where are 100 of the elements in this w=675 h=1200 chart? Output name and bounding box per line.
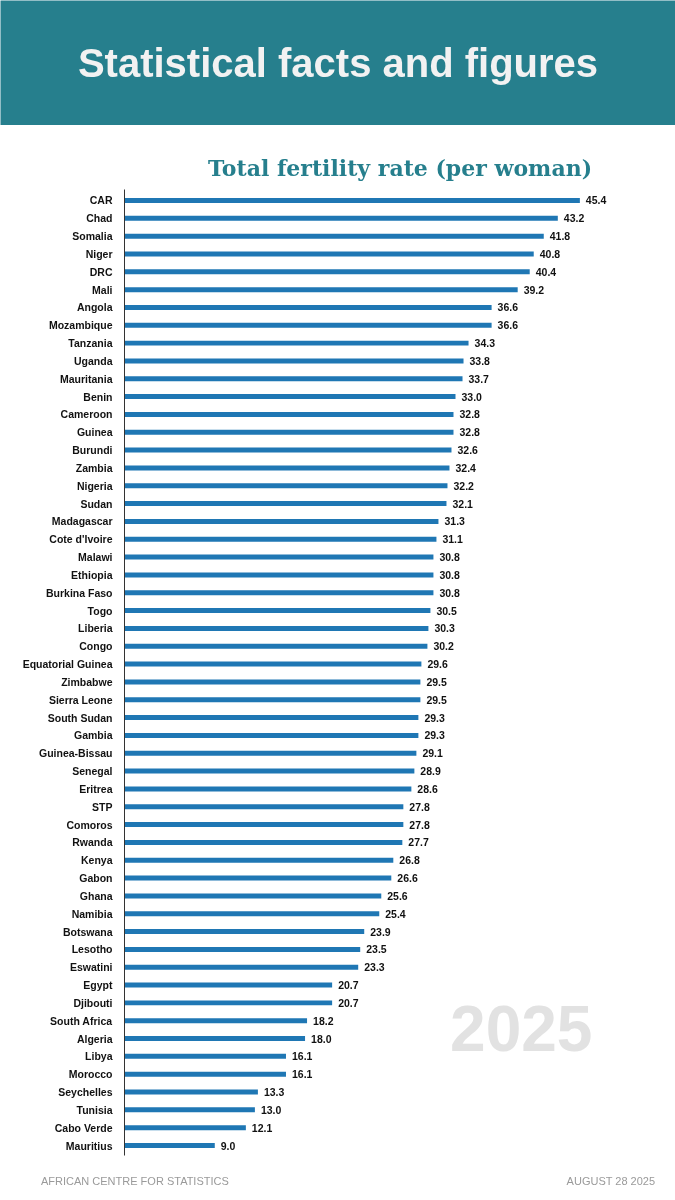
bar (124, 1053, 286, 1059)
y-tick-label: Comoros (66, 818, 113, 831)
bar (124, 376, 463, 382)
y-tick-label: Somalia (72, 230, 113, 243)
bar (124, 911, 380, 917)
data-label: 18.2 (313, 1014, 334, 1027)
bar (124, 394, 456, 400)
bar (124, 625, 429, 631)
data-label: 36.6 (497, 301, 519, 314)
bar (124, 643, 428, 649)
data-label: 23.9 (370, 925, 391, 938)
data-label: 16.1 (291, 1068, 313, 1081)
bar (124, 447, 452, 453)
data-label: 33.8 (469, 354, 491, 367)
y-tick-label: Guinea-Bissau (38, 747, 113, 760)
bar (124, 358, 464, 364)
data-label: 32.6 (457, 444, 479, 457)
y-tick-label: South Africa (50, 1014, 113, 1027)
bar (124, 483, 448, 489)
data-label: 33.7 (468, 372, 490, 385)
y-tick-label: Botswana (62, 925, 113, 938)
data-label: 34.3 (474, 337, 496, 350)
data-label: 16.1 (291, 1050, 313, 1063)
data-label: 32.8 (459, 426, 481, 439)
data-label: 33.0 (461, 390, 483, 403)
bar (124, 429, 454, 435)
y-tick-label: Cote d'Ivoire (49, 533, 113, 546)
data-label: 30.3 (434, 622, 456, 635)
y-tick-label: Nigeria (76, 479, 113, 492)
data-label: 12.1 (251, 1121, 273, 1134)
bar (124, 554, 434, 560)
y-tick-label: Sierra Leone (48, 693, 113, 706)
bar (124, 964, 359, 970)
bar (124, 215, 558, 221)
y-tick-label: South Sudan (47, 711, 113, 724)
bar (124, 1089, 258, 1095)
y-tick-label: Rwanda (72, 836, 113, 849)
data-label: 32.1 (452, 497, 474, 510)
bar (124, 197, 580, 203)
data-label: 29.5 (426, 675, 447, 688)
y-tick-label: Libya (85, 1050, 113, 1063)
bar (124, 929, 365, 935)
bar (124, 572, 434, 578)
bar (124, 822, 404, 828)
data-label: 30.8 (439, 586, 461, 599)
y-tick-label: Zimbabwe (61, 675, 113, 688)
data-label: 30.5 (436, 604, 458, 617)
bar (124, 679, 421, 685)
bar (124, 590, 434, 596)
data-label: 26.8 (399, 854, 420, 867)
y-tick-label: Congo (79, 640, 113, 653)
y-tick-label: Lesotho (71, 943, 113, 956)
y-tick-label: Algeria (76, 1032, 113, 1045)
y-tick-label: Eswatini (69, 961, 113, 974)
data-label: 31.3 (444, 515, 466, 528)
data-label: 39.2 (523, 283, 545, 296)
bar (124, 501, 447, 507)
data-label: 36.6 (497, 319, 519, 332)
text: AFRICAN CENTRE FOR STATISTICS (41, 1174, 229, 1187)
data-label: 23.3 (364, 961, 385, 974)
bar (124, 1125, 246, 1131)
data-label: 28.9 (420, 765, 441, 778)
data-label: 28.6 (417, 782, 438, 795)
y-tick-label: Gambia (73, 729, 113, 742)
y-tick-label: Niger (85, 247, 113, 260)
y-tick-label: Equatorial Guinea (22, 658, 113, 671)
y-tick-label: Malawi (78, 551, 113, 564)
data-label: 29.5 (426, 693, 447, 706)
bar (124, 465, 450, 471)
data-label: 27.7 (408, 836, 429, 849)
data-label: 32.8 (459, 408, 481, 421)
data-label: 32.2 (453, 479, 475, 492)
data-label: 29.3 (424, 729, 445, 742)
y-tick-label: Cameroon (60, 408, 113, 421)
y-tick-label: Mauritius (65, 1139, 113, 1152)
data-label: 13.3 (263, 1086, 285, 1099)
y-tick-label: Mozambique (48, 319, 113, 332)
bar (124, 1036, 306, 1042)
bar (124, 251, 534, 257)
data-label: 26.6 (397, 872, 418, 885)
y-tick-label: Cabo Verde (54, 1121, 113, 1134)
bar (124, 786, 412, 792)
bar (124, 322, 492, 328)
data-label: 29.6 (427, 658, 448, 671)
y-tick-label: Angola (76, 301, 113, 314)
y-tick-label: CAR (89, 194, 113, 207)
bar (124, 518, 439, 524)
data-label: 27.8 (409, 800, 430, 813)
y-tick-label: Burundi (72, 444, 113, 457)
bar (124, 804, 404, 810)
bar (124, 715, 419, 721)
data-label: 9.0 (220, 1139, 236, 1152)
y-tick-label: Senegal (72, 765, 113, 778)
bar (124, 768, 415, 774)
data-label: 29.3 (424, 711, 445, 724)
y-tick-label: Namibia (71, 907, 113, 920)
bar (124, 340, 469, 346)
bar (124, 857, 394, 863)
y-tick-label: Liberia (78, 622, 113, 635)
chart-title: Statistical facts and figures (77, 41, 599, 85)
